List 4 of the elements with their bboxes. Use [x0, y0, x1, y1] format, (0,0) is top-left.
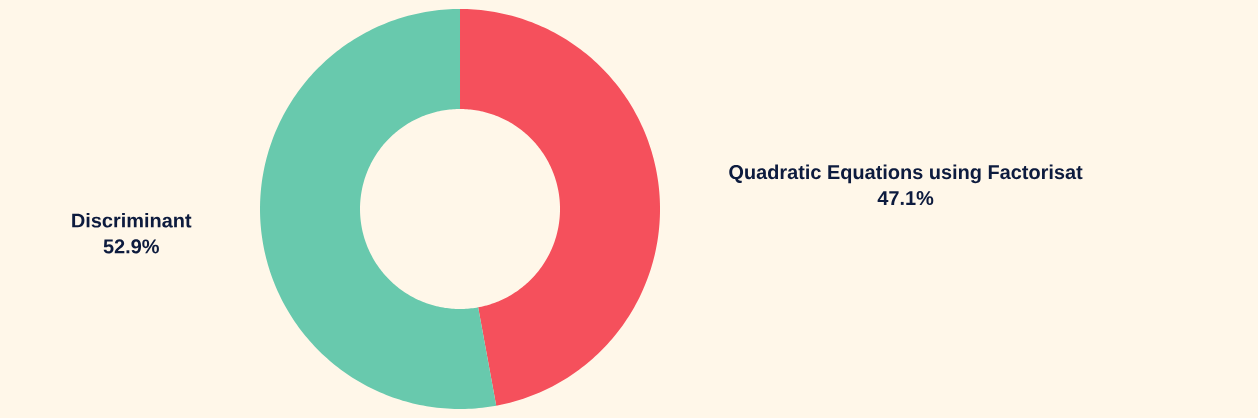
- slice-label: Quadratic Equations using Factorisat: [729, 164, 1083, 184]
- data-label: 47.1%: [877, 191, 934, 206]
- data-label: 52.9%: [103, 239, 159, 254]
- slice-label: Discriminant: [72, 212, 192, 228]
